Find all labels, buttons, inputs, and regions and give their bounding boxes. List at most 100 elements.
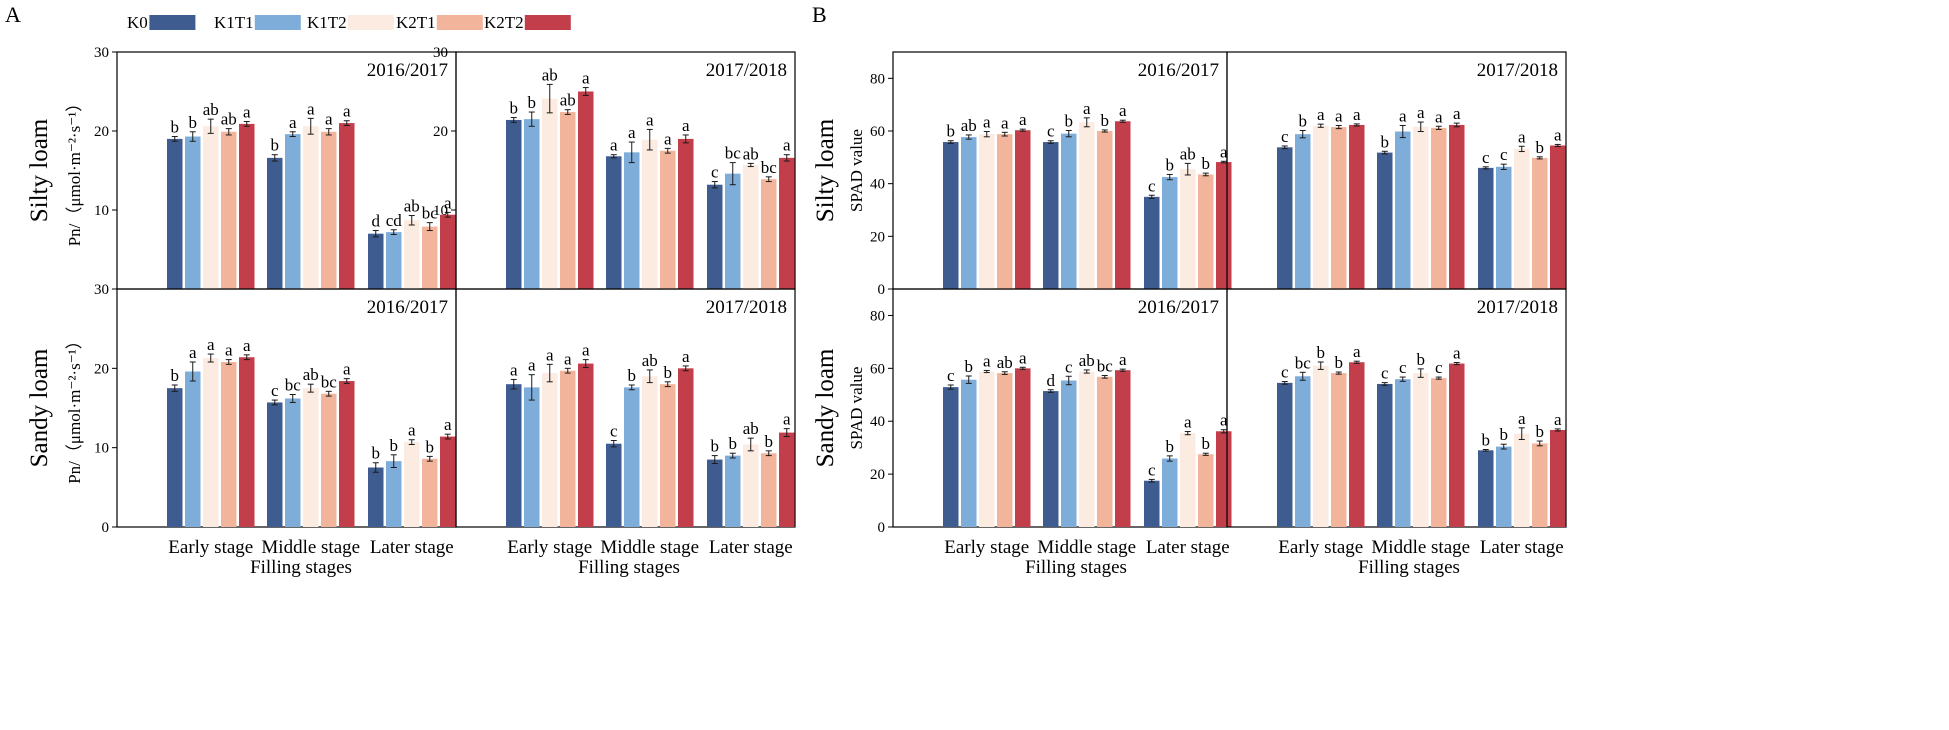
x-axis-title: Filling stages — [1025, 557, 1127, 578]
bar-k0 — [606, 443, 622, 527]
bar-k2t1 — [422, 226, 438, 289]
bar-k2t2 — [1115, 121, 1131, 289]
significance-label: a — [528, 356, 536, 375]
y-tick-label: 10 — [94, 203, 109, 219]
bar-k2t2 — [1115, 370, 1131, 527]
significance-label: bc — [725, 144, 742, 163]
panel-year-title: 2017/2018 — [706, 297, 787, 318]
significance-label: bc — [321, 372, 338, 391]
panel-year-title: 2017/2018 — [1477, 297, 1558, 318]
bar-k2t2 — [1550, 429, 1566, 527]
significance-label: b — [711, 437, 720, 456]
bar-k1t1 — [1496, 446, 1512, 527]
significance-label: a — [1335, 106, 1343, 125]
significance-label: b — [426, 437, 435, 456]
bar-k1t2 — [404, 220, 420, 289]
significance-label: b — [528, 93, 537, 112]
significance-label: a — [243, 103, 251, 122]
legend-item: K2T2 — [484, 13, 571, 32]
x-axis-title: Filling stages — [578, 557, 680, 578]
significance-label: b — [965, 357, 974, 376]
significance-label: b — [1500, 425, 1509, 444]
bar-k1t2 — [1313, 125, 1329, 289]
significance-label: b — [1166, 437, 1175, 456]
bar-k0 — [1043, 391, 1059, 527]
significance-label: a — [1019, 348, 1027, 367]
significance-label: a — [682, 116, 690, 135]
significance-label: ab — [203, 100, 219, 119]
bar-k1t1 — [725, 173, 741, 289]
bar-k1t2 — [1413, 126, 1429, 289]
bar-k2t1 — [1331, 373, 1347, 527]
bar-k2t1 — [997, 373, 1013, 527]
significance-label: b — [765, 432, 774, 451]
x-axis-title: Filling stages — [1358, 557, 1460, 578]
significance-label: c — [1399, 358, 1407, 377]
significance-label: a — [1554, 410, 1562, 429]
bar-k1t2 — [642, 376, 658, 527]
bar-k0 — [707, 184, 723, 289]
bar-k2t2 — [1216, 431, 1232, 527]
bar-k2t2 — [1015, 368, 1031, 527]
bar-k0 — [1277, 147, 1293, 289]
bar-k2t1 — [560, 370, 576, 527]
significance-label: ab — [404, 197, 420, 216]
legend-label: K2T1 — [396, 13, 436, 32]
panel-letter-b: B — [812, 2, 827, 27]
bar-k1t1 — [1395, 131, 1411, 289]
bar-k1t2 — [303, 126, 319, 289]
legend-label: K0 — [127, 13, 148, 32]
significance-label: b — [1335, 353, 1344, 372]
bar-k2t2 — [239, 357, 255, 527]
significance-label: a — [1417, 103, 1425, 122]
significance-label: b — [171, 366, 180, 385]
significance-label: a — [1019, 110, 1027, 129]
panel-year-title: 2016/2017 — [367, 60, 448, 81]
significance-label: a — [983, 351, 991, 370]
bar-k2t1 — [321, 393, 337, 527]
bar-k1t1 — [961, 379, 977, 527]
significance-label: ab — [303, 365, 319, 384]
significance-label: a — [1399, 106, 1407, 125]
significance-label: ab — [560, 91, 576, 110]
significance-label: b — [1202, 154, 1211, 173]
bar-k1t2 — [542, 373, 558, 527]
significance-label: b — [372, 444, 381, 463]
significance-label: b — [271, 136, 280, 155]
y-tick-label: 0 — [878, 520, 886, 536]
bar-k1t2 — [1413, 373, 1429, 527]
y-axis-unit-label: Pn/（μmol·m⁻²·s⁻¹） — [65, 95, 84, 247]
bar-k1t2 — [203, 126, 219, 289]
significance-label: a — [1353, 342, 1361, 361]
significance-label: a — [444, 415, 452, 434]
panel-year-title: 2016/2017 — [1138, 297, 1219, 318]
significance-label: b — [1101, 111, 1110, 130]
bar-k1t2 — [1079, 122, 1095, 289]
significance-label: c — [1281, 127, 1289, 146]
legend-swatch — [347, 15, 394, 30]
bar-k0 — [1144, 480, 1160, 527]
bar-k2t2 — [1449, 124, 1465, 290]
bar-k2t2 — [1015, 130, 1031, 289]
x-category-label: Early stage — [944, 537, 1029, 558]
bar-k2t2 — [1449, 363, 1465, 527]
bar-k0 — [1478, 167, 1494, 289]
significance-label: c — [1148, 460, 1156, 479]
bar-k2t1 — [422, 458, 438, 527]
significance-label: a — [510, 360, 518, 379]
y-axis-unit-label: SPAD value — [847, 367, 866, 450]
significance-label: a — [1518, 409, 1526, 428]
legend-swatch — [149, 15, 196, 30]
significance-label: b — [189, 113, 198, 132]
bar-k1t1 — [1295, 134, 1311, 289]
significance-label: c — [271, 381, 279, 400]
bar-k0 — [707, 459, 723, 527]
significance-label: a — [343, 360, 351, 379]
y-tick-label: 20 — [870, 229, 885, 245]
significance-label: bc — [422, 204, 439, 223]
bar-k2t2 — [1349, 362, 1365, 527]
bar-k2t1 — [1431, 127, 1447, 289]
bar-k1t2 — [542, 98, 558, 289]
bar-k1t2 — [1180, 433, 1196, 527]
bar-k2t2 — [779, 157, 795, 289]
